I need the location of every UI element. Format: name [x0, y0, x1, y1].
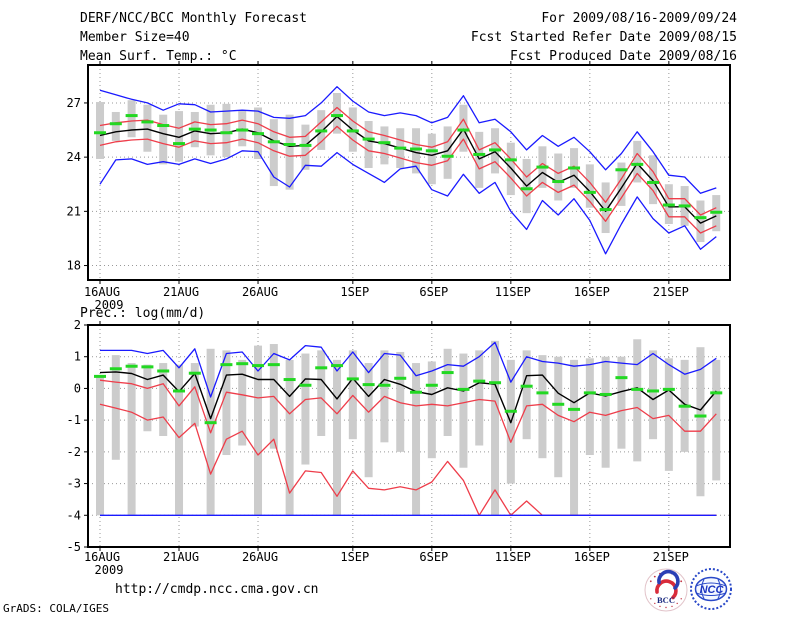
ncc-logo-wreath	[690, 568, 732, 610]
bcc-logo-red-swirl	[655, 579, 678, 600]
precipitation-chart: 16AUG 21AUG 26AUG 1SEP 6SEP 11SEP 16SEP 21SEP20…	[67, 318, 731, 577]
svg-text:-3: -3	[67, 477, 81, 491]
svg-text:21SEP: 21SEP	[653, 285, 689, 299]
svg-text:1SEP: 1SEP	[340, 550, 369, 564]
svg-text:6SEP: 6SEP	[419, 550, 448, 564]
svg-text:-2: -2	[67, 445, 81, 459]
svg-text:27: 27	[67, 96, 81, 110]
temp-chart-title: Mean Surf. Temp.: °C	[80, 49, 237, 64]
svg-text:16AUG: 16AUG	[84, 550, 120, 564]
svg-text:-5: -5	[67, 540, 81, 554]
svg-text:24: 24	[67, 150, 81, 164]
member-size-label: Member Size=40	[80, 30, 190, 45]
grads-credit: GrADS: COLA/IGES	[3, 602, 109, 615]
svg-text:-1: -1	[67, 413, 81, 427]
svg-text:11SEP: 11SEP	[495, 550, 531, 564]
svg-text:2: 2	[74, 318, 81, 332]
bcc-logo: BCC	[644, 568, 688, 612]
source-url-text: http://cmdp.ncc.cma.gov.cn	[115, 582, 319, 597]
svg-text:11SEP: 11SEP	[495, 285, 531, 299]
svg-text:21: 21	[67, 204, 81, 218]
ncc-logo: NCC	[690, 568, 732, 610]
svg-text:-4: -4	[67, 508, 81, 522]
bcc-logo-label: BCC	[657, 595, 675, 605]
page-title: DERF/NCC/BCC Monthly Forecast	[80, 11, 307, 26]
prec-chart-title: Prec.: log(mm/d)	[80, 306, 206, 321]
svg-text:26AUG: 26AUG	[242, 550, 278, 564]
svg-text:2009: 2009	[95, 563, 124, 577]
svg-text:0: 0	[74, 381, 81, 395]
bcc-logo-blue-swirl	[657, 569, 680, 590]
svg-text:16AUG: 16AUG	[84, 285, 120, 299]
svg-text:6SEP: 6SEP	[419, 285, 448, 299]
svg-text:26AUG: 26AUG	[242, 285, 278, 299]
temperature-chart: 16AUG 21AUG 26AUG 1SEP 6SEP 11SEP 16SEP 21SEP 20…	[67, 61, 731, 312]
forecast-range-label: For 2009/08/16-2009/09/24	[541, 11, 737, 26]
ncc-logo-label: NCC	[700, 584, 725, 596]
svg-text:16SEP: 16SEP	[574, 285, 610, 299]
svg-text:21AUG: 21AUG	[163, 550, 199, 564]
svg-text:16SEP: 16SEP	[574, 550, 610, 564]
bcc-logo-bottom-text-marks	[650, 598, 682, 609]
svg-text:2009: 2009	[95, 298, 124, 312]
fcst-produced-date-label: Fcst Produced Date 2009/08/16	[510, 49, 737, 64]
ncc-logo-globe-bands	[695, 579, 727, 599]
fcst-start-date-label: Fcst Started Refer Date 2009/08/15	[470, 30, 737, 45]
svg-text:18: 18	[67, 259, 81, 273]
svg-text:21AUG: 21AUG	[163, 285, 199, 299]
svg-text:21SEP: 21SEP	[653, 550, 689, 564]
svg-text:1: 1	[74, 350, 81, 364]
svg-text:1SEP: 1SEP	[340, 285, 369, 299]
